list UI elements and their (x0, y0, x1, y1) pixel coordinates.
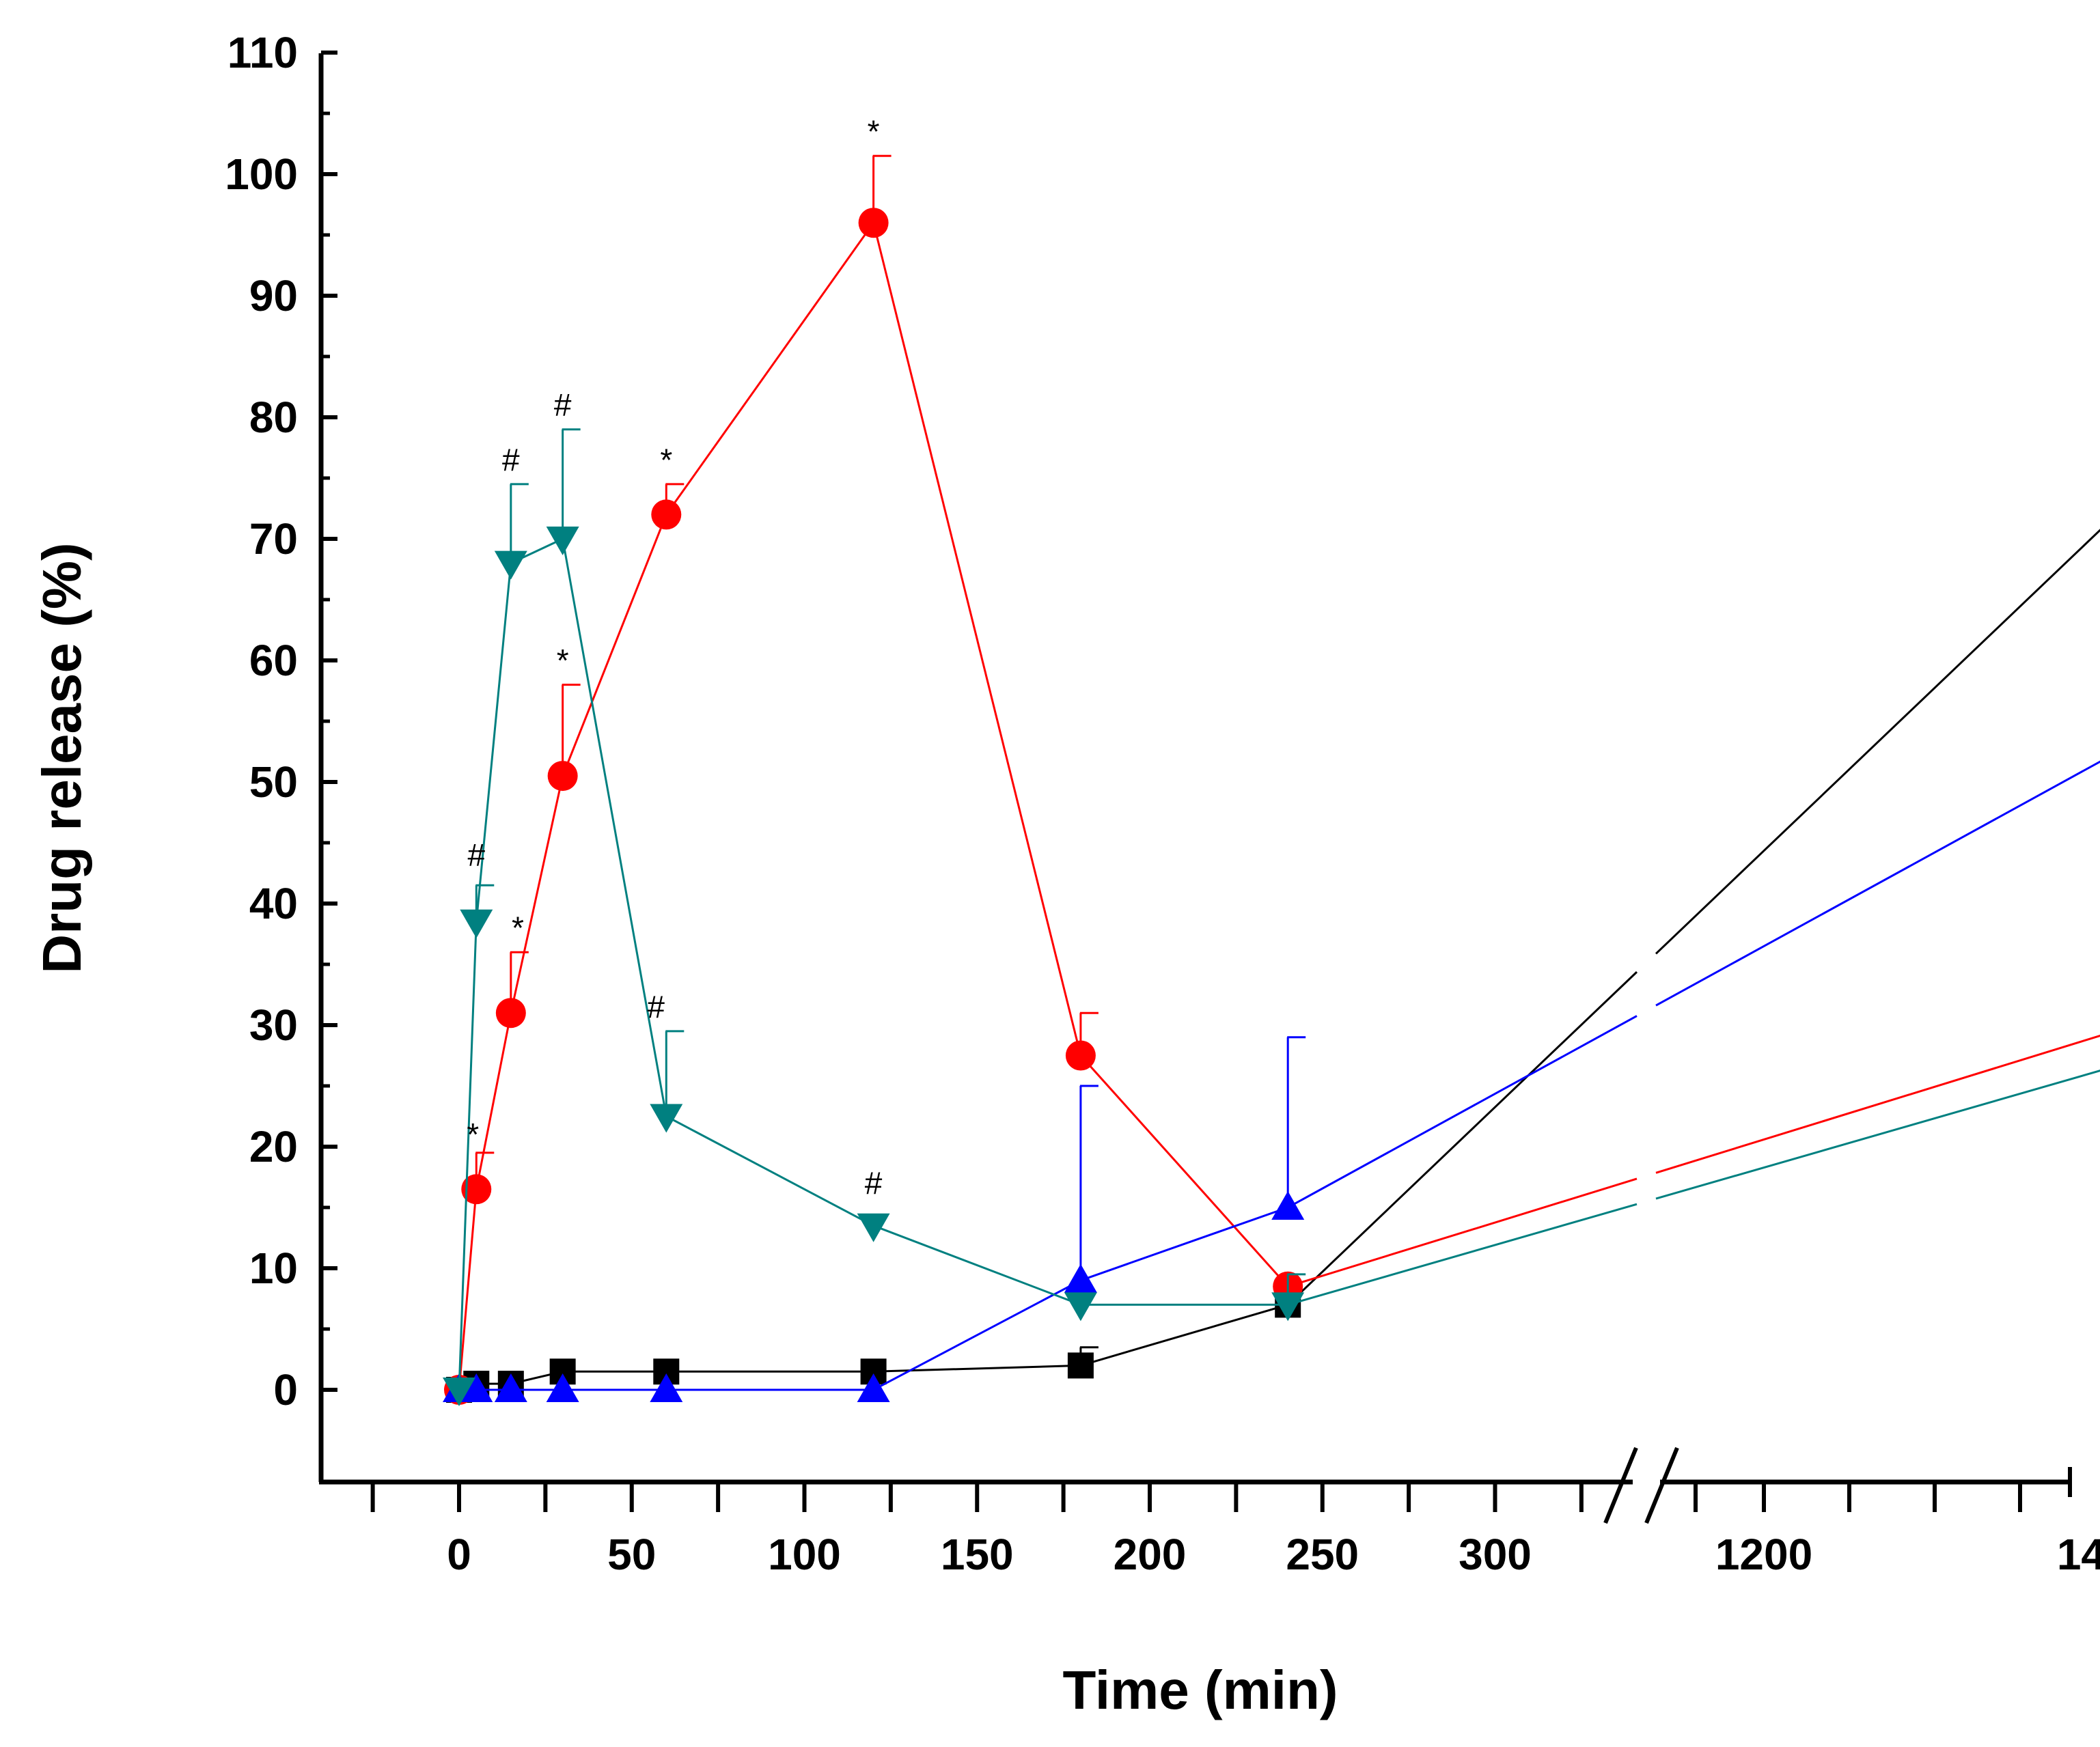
y-tick-label: 0 (273, 1365, 298, 1414)
y-tick-label: 100 (225, 150, 298, 199)
series-line (873, 1225, 1081, 1306)
y-tick-label: 80 (249, 393, 298, 442)
series-teal-triangles (443, 428, 2100, 1406)
data-point (1065, 1040, 1096, 1071)
series-line (510, 775, 564, 1014)
x-tick-label: 150 (941, 1530, 1014, 1579)
data-point (857, 1373, 890, 1402)
data-point (1271, 1191, 1305, 1220)
series-line (1287, 1015, 1638, 1209)
data-point (546, 527, 579, 555)
series-line (475, 563, 512, 922)
data-point (650, 1104, 683, 1133)
series-line (1287, 1203, 1638, 1306)
series-line (872, 222, 1082, 1056)
y-tick-label: 110 (227, 28, 298, 77)
data-point (460, 1373, 493, 1402)
y-tick-label: 50 (249, 757, 298, 807)
x-tick-label: 250 (1286, 1530, 1359, 1579)
x-tick-label: 0 (447, 1530, 471, 1579)
series-line (1287, 971, 1638, 1306)
significance-marker: # (865, 1165, 883, 1201)
series-line (1655, 1034, 2100, 1174)
significance-marker: * (512, 910, 524, 946)
data-point (858, 208, 889, 238)
y-tick-label: 20 (249, 1122, 298, 1171)
series-red-circles (444, 154, 2100, 1405)
series-line (873, 1364, 1081, 1373)
data-point (1064, 1263, 1097, 1293)
significance-marker: * (467, 1117, 479, 1152)
x-tick-label: 200 (1114, 1530, 1187, 1579)
data-point (651, 499, 682, 530)
series-line (1287, 1177, 1638, 1288)
x-tick-label: 1400 (2057, 1530, 2100, 1579)
series-black-squares (446, 529, 2100, 1403)
data-point (1064, 1292, 1097, 1322)
data-point (460, 909, 493, 938)
data-point (495, 998, 526, 1029)
significance-marker: * (557, 643, 569, 678)
series-line (475, 1012, 512, 1190)
axes: 0 10 20 30 40 50 60 70 80 90 100 110 0 50 100 150 200 250… (225, 28, 2100, 1579)
series-line (1655, 760, 2100, 1007)
y-axis-title: Drug release (%) (31, 542, 92, 973)
series-layer (443, 154, 2100, 1406)
series-line (562, 538, 667, 1117)
y-tick-label: 40 (249, 879, 298, 928)
series-blue-triangles (443, 760, 2100, 1402)
data-point (857, 1213, 890, 1242)
y-tick-label: 30 (249, 1001, 298, 1050)
data-point (1067, 1352, 1094, 1379)
data-point (650, 1373, 683, 1402)
y-tick-label: 10 (249, 1244, 298, 1293)
data-point (546, 1373, 579, 1402)
data-point (494, 1373, 527, 1402)
data-point (494, 550, 527, 580)
x-tick-label: 300 (1459, 1530, 1532, 1579)
series-line (1079, 1054, 1289, 1287)
series-line (872, 1279, 1081, 1391)
data-point (461, 1174, 492, 1205)
significance-marker: # (502, 442, 520, 477)
y-tick-label: 90 (249, 271, 298, 320)
significance-marker: * (868, 114, 880, 150)
data-point (1271, 1292, 1305, 1322)
significance-marker: # (647, 989, 665, 1024)
series-line (665, 1115, 874, 1227)
x-tick-label: 100 (768, 1530, 841, 1579)
series-line (1655, 1070, 2100, 1200)
x-axis-title: Time (min) (1062, 1660, 1338, 1720)
series-line (458, 921, 478, 1390)
series-line (665, 222, 874, 516)
axis-break-mark (1603, 1446, 1638, 1524)
series-line (458, 1189, 478, 1390)
significance-marker: * (660, 442, 672, 477)
significance-marker: # (554, 387, 572, 423)
y-tick-label: 60 (249, 636, 298, 685)
series-line (562, 514, 667, 777)
series-line (1080, 1206, 1288, 1282)
series-line (1080, 1303, 1288, 1367)
data-point (547, 761, 578, 792)
data-point (443, 1378, 475, 1406)
x-tick-label: 50 (607, 1530, 656, 1579)
axis-break-mark (1644, 1446, 1679, 1524)
series-line (1655, 529, 2100, 955)
annotation-layer: ******###### (467, 114, 883, 1201)
y-tick-label: 70 (249, 514, 298, 563)
x-tick-label: 1200 (1715, 1530, 1812, 1579)
significance-marker: # (467, 837, 485, 873)
